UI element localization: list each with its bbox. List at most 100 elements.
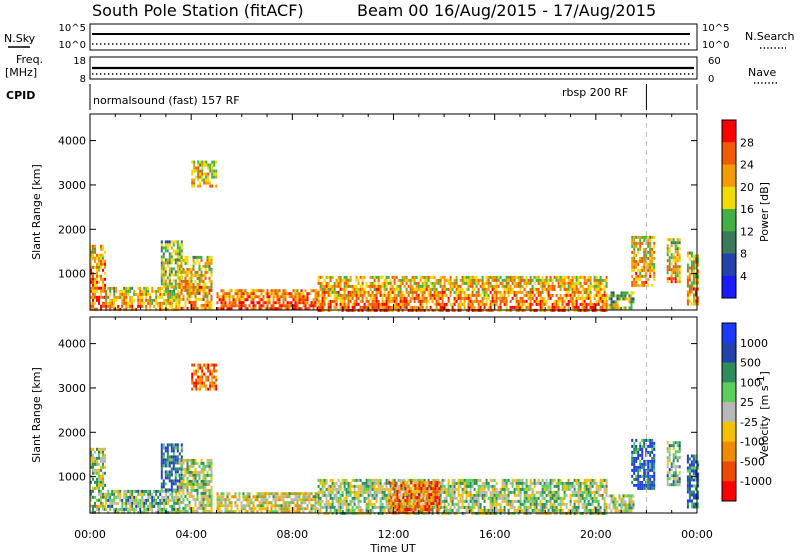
power-cell xyxy=(178,252,181,256)
velocity-cell xyxy=(98,447,100,451)
power-cell xyxy=(359,290,362,294)
power-cell xyxy=(323,284,326,288)
power-cell xyxy=(284,304,287,308)
velocity-cell xyxy=(325,499,328,503)
power-cell xyxy=(631,283,634,287)
power-cell xyxy=(316,298,319,302)
power-cell xyxy=(274,301,277,305)
power-cell xyxy=(339,287,342,291)
velocity-cell xyxy=(445,505,448,509)
power-cell xyxy=(618,306,621,310)
velocity-cell xyxy=(451,487,454,491)
power-cell xyxy=(401,278,404,282)
velocity-cell xyxy=(487,487,490,491)
velocity-cell xyxy=(94,504,96,508)
velocity-cell xyxy=(208,491,211,495)
power-cell xyxy=(515,275,518,279)
power-cell xyxy=(403,275,406,279)
power-cell xyxy=(131,304,134,308)
power-cell xyxy=(696,281,699,285)
power-cell xyxy=(98,298,100,302)
velocity-cell xyxy=(471,505,474,509)
power-cell xyxy=(149,301,152,305)
power-cell xyxy=(216,307,219,311)
power-cell xyxy=(202,291,205,295)
velocity-cell xyxy=(188,482,191,486)
power-cell xyxy=(357,296,360,300)
power-cell xyxy=(174,249,177,253)
power-cell xyxy=(343,302,346,306)
power-cell xyxy=(670,280,673,284)
power-cell xyxy=(461,281,464,285)
power-cell xyxy=(487,284,490,288)
power-cell xyxy=(186,273,189,277)
power-cell xyxy=(323,290,326,294)
power-cell xyxy=(169,289,172,293)
nave-tick-bottom: 0 xyxy=(708,74,714,85)
velocity-cell xyxy=(525,490,528,494)
power-cell xyxy=(211,160,214,164)
velocity-cell xyxy=(525,484,528,488)
power-cell xyxy=(385,296,388,300)
velocity-cell xyxy=(186,488,189,492)
power-cell xyxy=(483,296,486,300)
velocity-cell xyxy=(166,443,169,447)
velocity-cell xyxy=(198,464,201,468)
power-cell xyxy=(459,296,462,300)
power-cell xyxy=(176,249,179,253)
power-cell xyxy=(278,307,281,311)
power-cell xyxy=(168,285,171,289)
velocity-cell xyxy=(317,496,320,500)
velocity-cell xyxy=(461,493,464,497)
power-cell xyxy=(174,279,177,283)
power-cell xyxy=(176,270,179,274)
power-cell xyxy=(589,302,592,306)
velocity-cell xyxy=(210,500,213,504)
velocity-cell xyxy=(137,504,140,508)
power-cell xyxy=(262,295,265,299)
velocity-cell xyxy=(206,500,209,504)
power-cell xyxy=(415,305,418,309)
power-cell xyxy=(477,293,480,297)
power-cell xyxy=(139,295,142,299)
velocity-cell xyxy=(399,493,402,497)
power-cell xyxy=(105,295,108,299)
power-cell xyxy=(319,287,322,291)
velocity-cell xyxy=(186,479,189,483)
velocity-cell xyxy=(190,458,193,462)
power-cell xyxy=(180,270,183,274)
power-cell xyxy=(599,290,602,294)
power-cell xyxy=(353,290,356,294)
power-cell xyxy=(294,292,297,296)
power-cell xyxy=(501,284,504,288)
velocity-cell xyxy=(525,487,528,491)
velocity-cell xyxy=(131,507,134,511)
power-cell xyxy=(463,299,466,303)
power-colorbar-swatch xyxy=(722,142,736,165)
power-cell xyxy=(206,255,209,259)
power-cell xyxy=(172,285,175,289)
velocity-cell xyxy=(357,496,360,500)
power-y-tick-label: 3000 xyxy=(58,179,86,192)
power-cell xyxy=(549,305,552,309)
power-cell xyxy=(113,292,116,296)
velocity-cell xyxy=(389,505,392,509)
velocity-cell xyxy=(197,363,200,367)
power-cell xyxy=(115,286,118,290)
velocity-cell xyxy=(337,490,340,494)
power-cell xyxy=(288,307,291,311)
velocity-cell xyxy=(196,491,199,495)
power-cell xyxy=(208,279,211,283)
velocity-cell xyxy=(457,499,460,503)
power-cell xyxy=(649,259,652,263)
velocity-cell xyxy=(337,484,340,488)
power-cell xyxy=(407,293,410,297)
power-cell xyxy=(329,287,332,291)
velocity-cell xyxy=(162,455,165,459)
velocity-cell xyxy=(292,501,295,505)
power-cell xyxy=(672,241,675,245)
power-cell xyxy=(561,278,564,282)
nsky-frame xyxy=(89,23,698,51)
power-cell xyxy=(485,302,488,306)
power-cell xyxy=(517,299,520,303)
